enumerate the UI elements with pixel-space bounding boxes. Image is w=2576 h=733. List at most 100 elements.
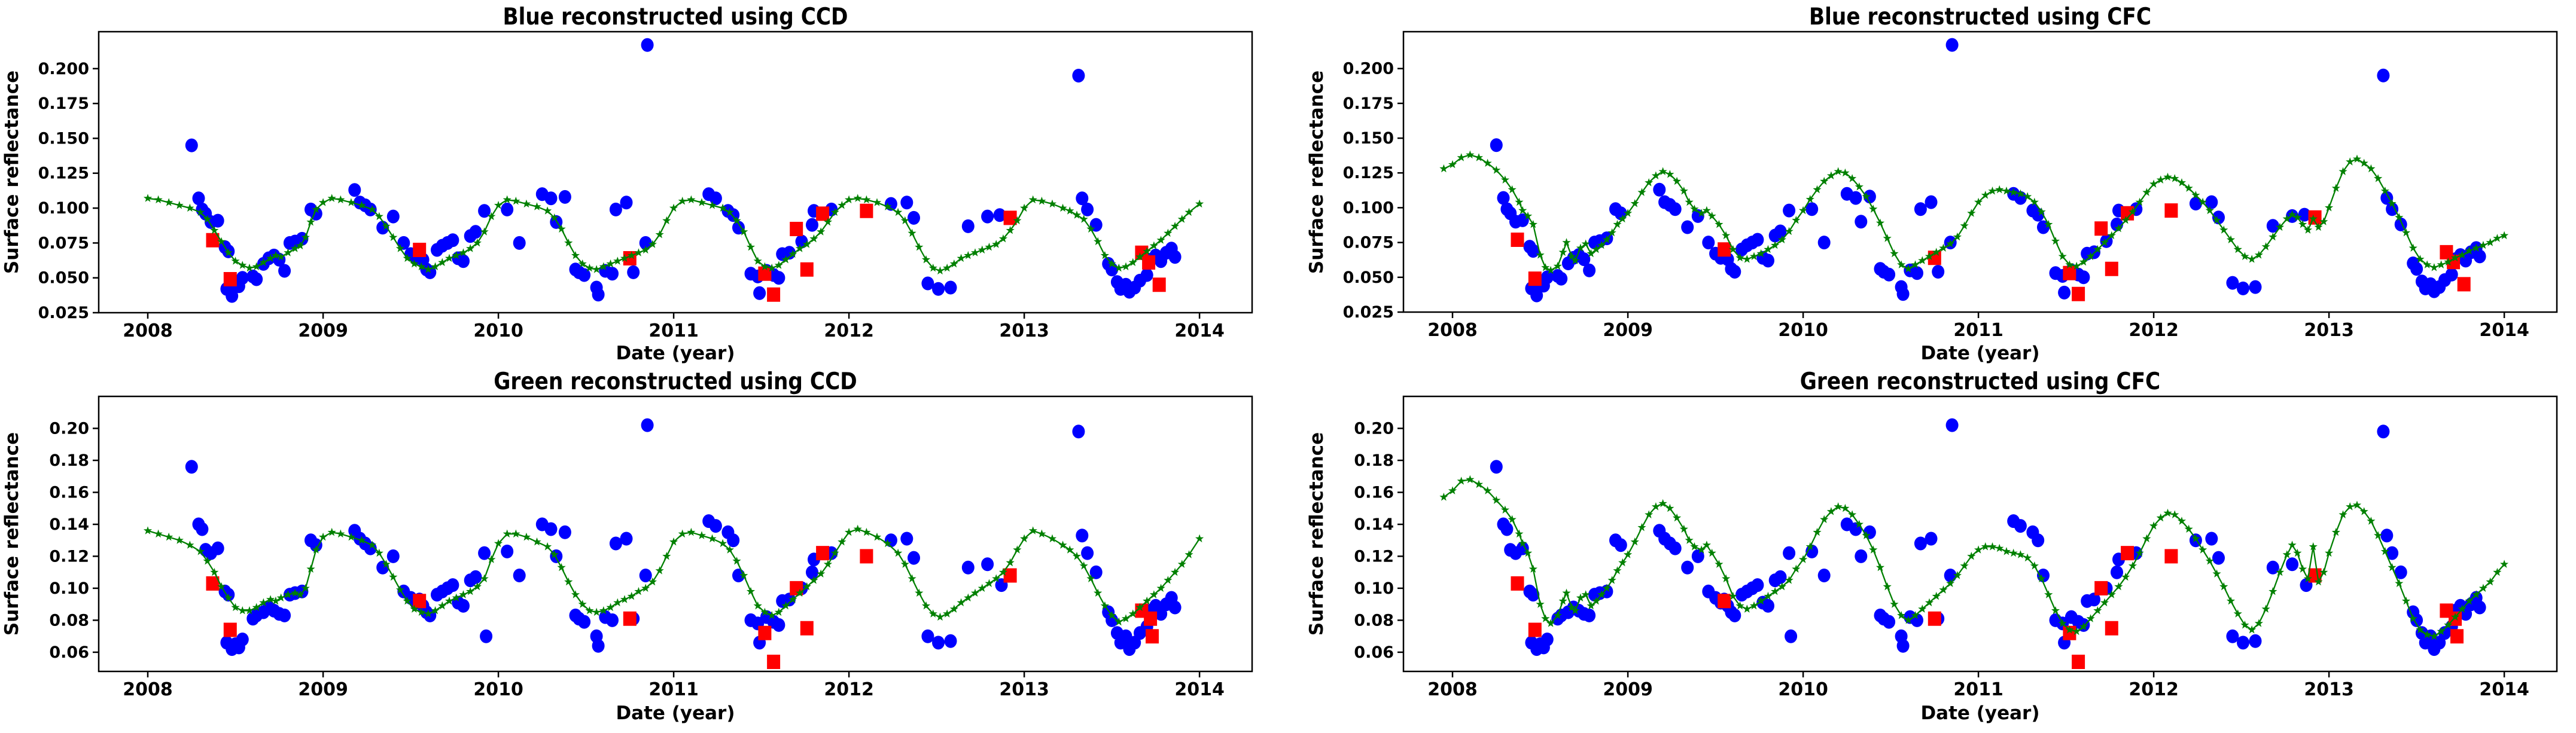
y-tick-label: 0.10	[1354, 579, 1394, 598]
x-axis-label: Date (year)	[1920, 703, 2039, 724]
x-tick-label: 2008	[1427, 320, 1478, 341]
y-tick-label: 0.20	[1354, 420, 1394, 438]
y-tick-label: 0.12	[1354, 547, 1394, 566]
x-tick-label: 2011	[648, 679, 699, 700]
x-tick-label: 2011	[648, 320, 699, 341]
y-tick-label: 0.12	[49, 547, 89, 566]
reconstruction-star-markers	[1439, 150, 2509, 274]
plot-border	[98, 30, 1253, 314]
observation-dots	[185, 418, 1182, 656]
x-tick-label: 2014	[2479, 320, 2529, 341]
y-tick-label: 0.06	[49, 643, 89, 662]
y-tick-label: 0.200	[38, 60, 89, 78]
x-tick-label: 2012	[824, 320, 874, 341]
x-tick-label: 2013	[2304, 679, 2354, 700]
y-tick-label: 0.025	[38, 304, 89, 322]
x-tick-label: 2009	[298, 679, 348, 700]
plot-content: 2008 2009 2010 2011 2012 2013 2014 0.20 0.18 0.16…	[49, 395, 1253, 700]
x-tick-label: 2009	[1603, 320, 1653, 341]
reconstruction-star-markers	[143, 524, 1204, 626]
plot-content: 2008 2009 2010 2011 2012 2013 2014 0.200 0.175 0.…	[38, 30, 1253, 341]
plot-border	[1402, 30, 2558, 313]
plot-border	[1402, 395, 2558, 673]
y-tick-label: 0.16	[1354, 484, 1394, 502]
x-tick-label: 2013	[999, 679, 1049, 700]
chart-title: Green reconstructed using CCD	[494, 368, 857, 395]
y-tick-label: 0.175	[38, 94, 89, 113]
x-tick-label: 2012	[2129, 679, 2179, 700]
y-tick-label: 0.10	[49, 579, 89, 598]
x-tick-label: 2011	[1953, 679, 2003, 700]
y-tick-label: 0.18	[1354, 451, 1394, 470]
ylabel-group: Surface reflectance	[1306, 432, 1327, 636]
x-tick-label: 2014	[1174, 679, 1225, 700]
x-axis-label: Date (year)	[1920, 343, 2039, 364]
x-tick-label: 2008	[1427, 679, 1478, 700]
y-tick-label: 0.075	[1343, 234, 1394, 252]
y-axis-label: Surface reflectance	[1, 71, 23, 274]
x-tick-label: 2009	[1603, 679, 1653, 700]
reconstruction-star-markers	[1439, 475, 2509, 640]
x-tick-label: 2014	[2479, 679, 2529, 700]
reference-squares	[206, 203, 1166, 302]
y-tick-label: 0.150	[1343, 129, 1394, 148]
x-tick-label: 2009	[298, 320, 348, 341]
y-tick-label: 0.150	[38, 129, 89, 148]
x-tick-label: 2008	[123, 679, 173, 700]
ylabel-group: Surface reflectance	[1, 71, 23, 274]
y-tick-label: 0.125	[1343, 164, 1394, 182]
x-tick-label: 2010	[473, 320, 523, 341]
chart-green-cfc: Green reconstructed using CFC Surface re…	[1306, 368, 2558, 724]
x-tick-label: 2014	[1174, 320, 1225, 341]
ylabel-group: Surface reflectance	[1306, 71, 1327, 274]
plot-border	[98, 395, 1253, 673]
chart-title: Green reconstructed using CFC	[1800, 368, 2160, 395]
title-group: Blue reconstructed using CCD	[503, 3, 848, 30]
y-tick-label: 0.125	[38, 164, 89, 183]
x-axis-label: Date (year)	[616, 343, 735, 364]
y-axis-label: Surface reflectance	[1, 432, 23, 636]
x-tick-label: 2012	[2129, 320, 2179, 341]
chart-title: Blue reconstructed using CFC	[1809, 3, 2151, 30]
y-tick-label: 0.025	[1343, 303, 1394, 322]
observation-dots	[1490, 38, 2486, 303]
plot-content: 2008 2009 2010 2011 2012 2013 2014 0.200 0.175 0.…	[1343, 30, 2558, 341]
x-tick-label: 2012	[824, 679, 874, 700]
y-tick-label: 0.100	[1343, 198, 1394, 217]
x-tick-label: 2010	[1778, 679, 1828, 700]
reference-squares	[1511, 203, 2471, 301]
chart-blue-ccd: Blue reconstructed using CCD Surface ref…	[1, 3, 1253, 364]
y-tick-label: 0.16	[49, 484, 89, 502]
y-tick-label: 0.100	[38, 199, 89, 218]
y-tick-label: 0.06	[1354, 643, 1394, 662]
reconstruction-line	[1443, 478, 2505, 637]
chart-title: Blue reconstructed using CCD	[503, 3, 848, 30]
x-tick-label: 2010	[1778, 320, 1828, 341]
title-group: Blue reconstructed using CFC	[1809, 3, 2151, 30]
y-tick-label: 0.08	[1354, 611, 1394, 630]
observation-dots	[1490, 418, 2486, 656]
title-group: Green reconstructed using CCD	[494, 368, 857, 395]
reconstruction-star-markers	[143, 194, 1204, 275]
y-axis-label: Surface reflectance	[1306, 71, 1327, 274]
chart-blue-cfc: Blue reconstructed using CFC Surface ref…	[1306, 3, 2558, 364]
x-tick-label: 2011	[1953, 320, 2003, 341]
y-tick-label: 0.18	[49, 451, 89, 470]
ylabel-group: Surface reflectance	[1, 432, 23, 636]
y-tick-label: 0.14	[1354, 515, 1394, 534]
y-tick-label: 0.175	[1343, 94, 1394, 113]
y-tick-label: 0.14	[49, 515, 89, 534]
observation-dots	[185, 38, 1182, 303]
x-tick-label: 2008	[123, 320, 173, 341]
chart-green-ccd: Green reconstructed using CCD Surface re…	[1, 368, 1253, 724]
y-axis-label: Surface reflectance	[1306, 432, 1327, 636]
y-tick-label: 0.20	[49, 420, 89, 438]
reference-squares	[1511, 546, 2464, 669]
title-group: Green reconstructed using CFC	[1800, 368, 2160, 395]
x-axis-label: Date (year)	[616, 703, 735, 724]
reference-squares	[206, 546, 1159, 669]
x-tick-label: 2010	[473, 679, 523, 700]
y-tick-label: 0.050	[1343, 268, 1394, 287]
y-tick-label: 0.08	[49, 611, 89, 630]
